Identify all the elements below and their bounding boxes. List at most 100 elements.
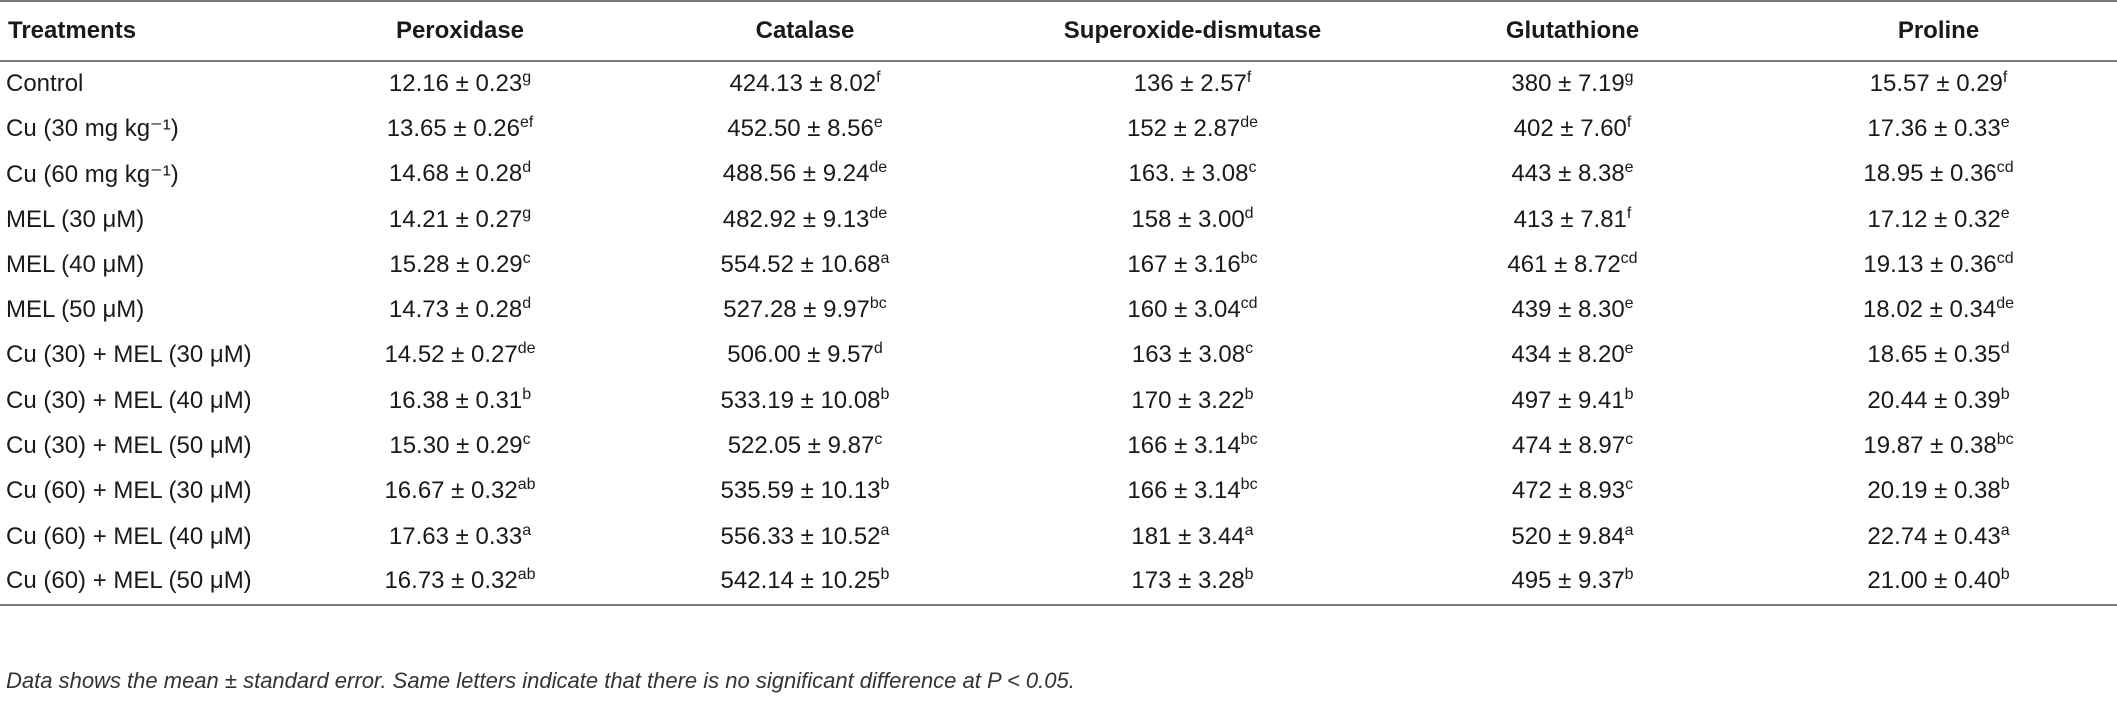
significance-letter: e bbox=[2000, 204, 2010, 222]
mean-se-value: 439 ± 8.30 bbox=[1511, 296, 1625, 324]
significance-letter: cd bbox=[1996, 159, 2014, 177]
treatment-cell: Cu (60) + MEL (50 μM) bbox=[0, 559, 310, 606]
mean-se-value: 533.19 ± 10.08 bbox=[720, 386, 881, 414]
mean-se-value: 16.67 ± 0.32 bbox=[384, 477, 518, 505]
significance-letter: bc bbox=[1240, 249, 1258, 267]
significance-letter: e bbox=[1624, 340, 1634, 358]
peroxidase-cell: 16.38 ± 0.31b bbox=[310, 378, 610, 423]
significance-letter: f bbox=[1626, 113, 1632, 131]
superoxide-dismutase-cell: 167 ± 3.16bc bbox=[1000, 242, 1385, 287]
mean-se-value: 461 ± 8.72 bbox=[1507, 250, 1621, 278]
significance-letter: de bbox=[1996, 295, 2015, 313]
treatment-cell: Control bbox=[6, 70, 84, 98]
treatment-cell: Cu (60) + MEL (40 μM) bbox=[6, 522, 252, 550]
significance-letter: b bbox=[2000, 385, 2010, 403]
catalase-cell: 535.59 ± 10.13b bbox=[610, 469, 1000, 514]
significance-letter: a bbox=[1624, 521, 1634, 539]
mean-se-value: 167 ± 3.16 bbox=[1127, 250, 1241, 278]
mean-se-value: 556.33 ± 10.52 bbox=[720, 522, 881, 550]
mean-se-value: 163 ± 3.08 bbox=[1131, 341, 1246, 369]
significance-letter: b bbox=[2000, 476, 2010, 494]
table-row: Cu (60) + MEL (50 μM) 16.73 ± 0.32ab 542.1… bbox=[0, 559, 2117, 606]
significance-letter: c bbox=[1625, 476, 1634, 494]
mean-se-value: 20.19 ± 0.38 bbox=[1867, 477, 2001, 505]
mean-se-value: 14.68 ± 0.28 bbox=[388, 160, 523, 188]
table-row: MEL (50 μM) 14.73 ± 0.28d 527.28 ± 9.97bc 1… bbox=[0, 287, 2117, 332]
significance-letter: c bbox=[522, 249, 531, 267]
significance-letter: de bbox=[869, 159, 888, 177]
mean-se-value: 520 ± 9.84 bbox=[1511, 522, 1625, 550]
results-table-container: Treatments Peroxidase Catalase Superoxid… bbox=[0, 0, 2117, 606]
header-peroxidase: Peroxidase bbox=[310, 0, 610, 62]
peroxidase-cell: 14.73 ± 0.28d bbox=[310, 287, 610, 332]
peroxidase-cell: 17.63 ± 0.33a bbox=[310, 514, 610, 559]
header-proline: Proline bbox=[1760, 0, 2117, 62]
mean-se-value: 166 ± 3.14 bbox=[1127, 477, 1241, 505]
treatment-cell: Cu (60) + MEL (30 μM) bbox=[6, 477, 252, 505]
significance-letter: a bbox=[2000, 521, 2010, 539]
mean-se-value: 18.95 ± 0.36 bbox=[1863, 160, 1997, 188]
mean-se-value: 472 ± 8.93 bbox=[1511, 477, 1626, 505]
mean-se-value: 554.52 ± 10.68 bbox=[720, 250, 881, 278]
treatment-cell: Cu (30) + MEL (40 μM) bbox=[6, 386, 252, 414]
significance-letter: a bbox=[522, 521, 532, 539]
catalase-cell: 452.50 ± 8.56e bbox=[610, 106, 1000, 151]
significance-letter: f bbox=[2002, 69, 2008, 87]
peroxidase-cell: 14.52 ± 0.27de bbox=[310, 333, 610, 378]
catalase-cell: 527.28 ± 9.97bc bbox=[610, 287, 1000, 332]
significance-letter: a bbox=[880, 249, 890, 267]
significance-letter: ab bbox=[517, 566, 536, 584]
mean-se-value: 474 ± 8.97 bbox=[1511, 432, 1626, 460]
mean-se-value: 166 ± 3.14 bbox=[1127, 432, 1241, 460]
significance-letter: c bbox=[1245, 340, 1254, 358]
glutathione-cell: 472 ± 8.93c bbox=[1385, 469, 1760, 514]
treatment-cell: Cu (30) + MEL (50 μM) bbox=[6, 432, 252, 460]
mean-se-value: 19.87 ± 0.38 bbox=[1863, 432, 1997, 460]
mean-se-value: 15.30 ± 0.29 bbox=[389, 432, 523, 460]
mean-se-value: 21.00 ± 0.40 bbox=[1867, 567, 2001, 595]
significance-letter: f bbox=[1626, 204, 1632, 222]
table-row: Cu (60) + MEL (30 μM) 16.67 ± 0.32ab 535.5… bbox=[0, 469, 2117, 514]
catalase-cell: 482.92 ± 9.13de bbox=[610, 197, 1000, 242]
peroxidase-cell: 12.16 ± 0.23g bbox=[310, 61, 610, 106]
mean-se-value: 16.73 ± 0.32 bbox=[384, 567, 518, 595]
treatment-cell: MEL (30 μM) bbox=[6, 205, 145, 233]
glutathione-cell: 443 ± 8.38e bbox=[1385, 152, 1760, 197]
significance-letter: d bbox=[522, 295, 532, 313]
glutathione-cell: 495 ± 9.37b bbox=[1385, 559, 1760, 606]
table-header-row: Treatments Peroxidase Catalase Superoxid… bbox=[0, 0, 2117, 62]
mean-se-value: 18.65 ± 0.35 bbox=[1867, 341, 2001, 369]
significance-letter: g bbox=[522, 69, 532, 87]
header-superoxide-dismutase: Superoxide-dismutase bbox=[1000, 0, 1385, 62]
mean-se-value: 488.56 ± 9.24 bbox=[722, 160, 870, 188]
results-table: Treatments Peroxidase Catalase Superoxid… bbox=[0, 0, 2117, 606]
proline-cell: 21.00 ± 0.40b bbox=[1760, 559, 2117, 606]
significance-letter: ef bbox=[519, 113, 534, 131]
mean-se-value: 18.02 ± 0.34 bbox=[1862, 296, 1997, 324]
glutathione-cell: 497 ± 9.41b bbox=[1385, 378, 1760, 423]
mean-se-value: 181 ± 3.44 bbox=[1131, 522, 1245, 550]
significance-letter: b bbox=[1624, 385, 1634, 403]
mean-se-value: 158 ± 3.00 bbox=[1131, 205, 1245, 233]
significance-letter: f bbox=[876, 69, 881, 87]
proline-cell: 22.74 ± 0.43a bbox=[1760, 514, 2117, 559]
significance-letter: b bbox=[880, 476, 890, 494]
mean-se-value: 452.50 ± 8.56 bbox=[727, 114, 874, 142]
significance-letter: b bbox=[880, 385, 890, 403]
significance-letter: f bbox=[1246, 69, 1252, 87]
mean-se-value: 497 ± 9.41 bbox=[1511, 386, 1625, 414]
significance-letter: de bbox=[869, 204, 888, 222]
mean-se-value: 434 ± 8.20 bbox=[1511, 341, 1625, 369]
header-glutathione: Glutathione bbox=[1385, 0, 1760, 62]
catalase-cell: 488.56 ± 9.24de bbox=[610, 152, 1000, 197]
significance-letter: a bbox=[1244, 521, 1254, 539]
treatment-cell: Cu (60 mg kg⁻¹) bbox=[6, 160, 179, 188]
proline-cell: 17.12 ± 0.32e bbox=[1760, 197, 2117, 242]
glutathione-cell: 402 ± 7.60f bbox=[1385, 106, 1760, 151]
proline-cell: 19.87 ± 0.38bc bbox=[1760, 423, 2117, 468]
mean-se-value: 12.16 ± 0.23 bbox=[388, 70, 523, 98]
significance-letter: g bbox=[1624, 69, 1634, 87]
significance-letter: e bbox=[873, 113, 883, 131]
mean-se-value: 542.14 ± 10.25 bbox=[720, 567, 881, 595]
significance-letter: cd bbox=[1240, 295, 1258, 313]
